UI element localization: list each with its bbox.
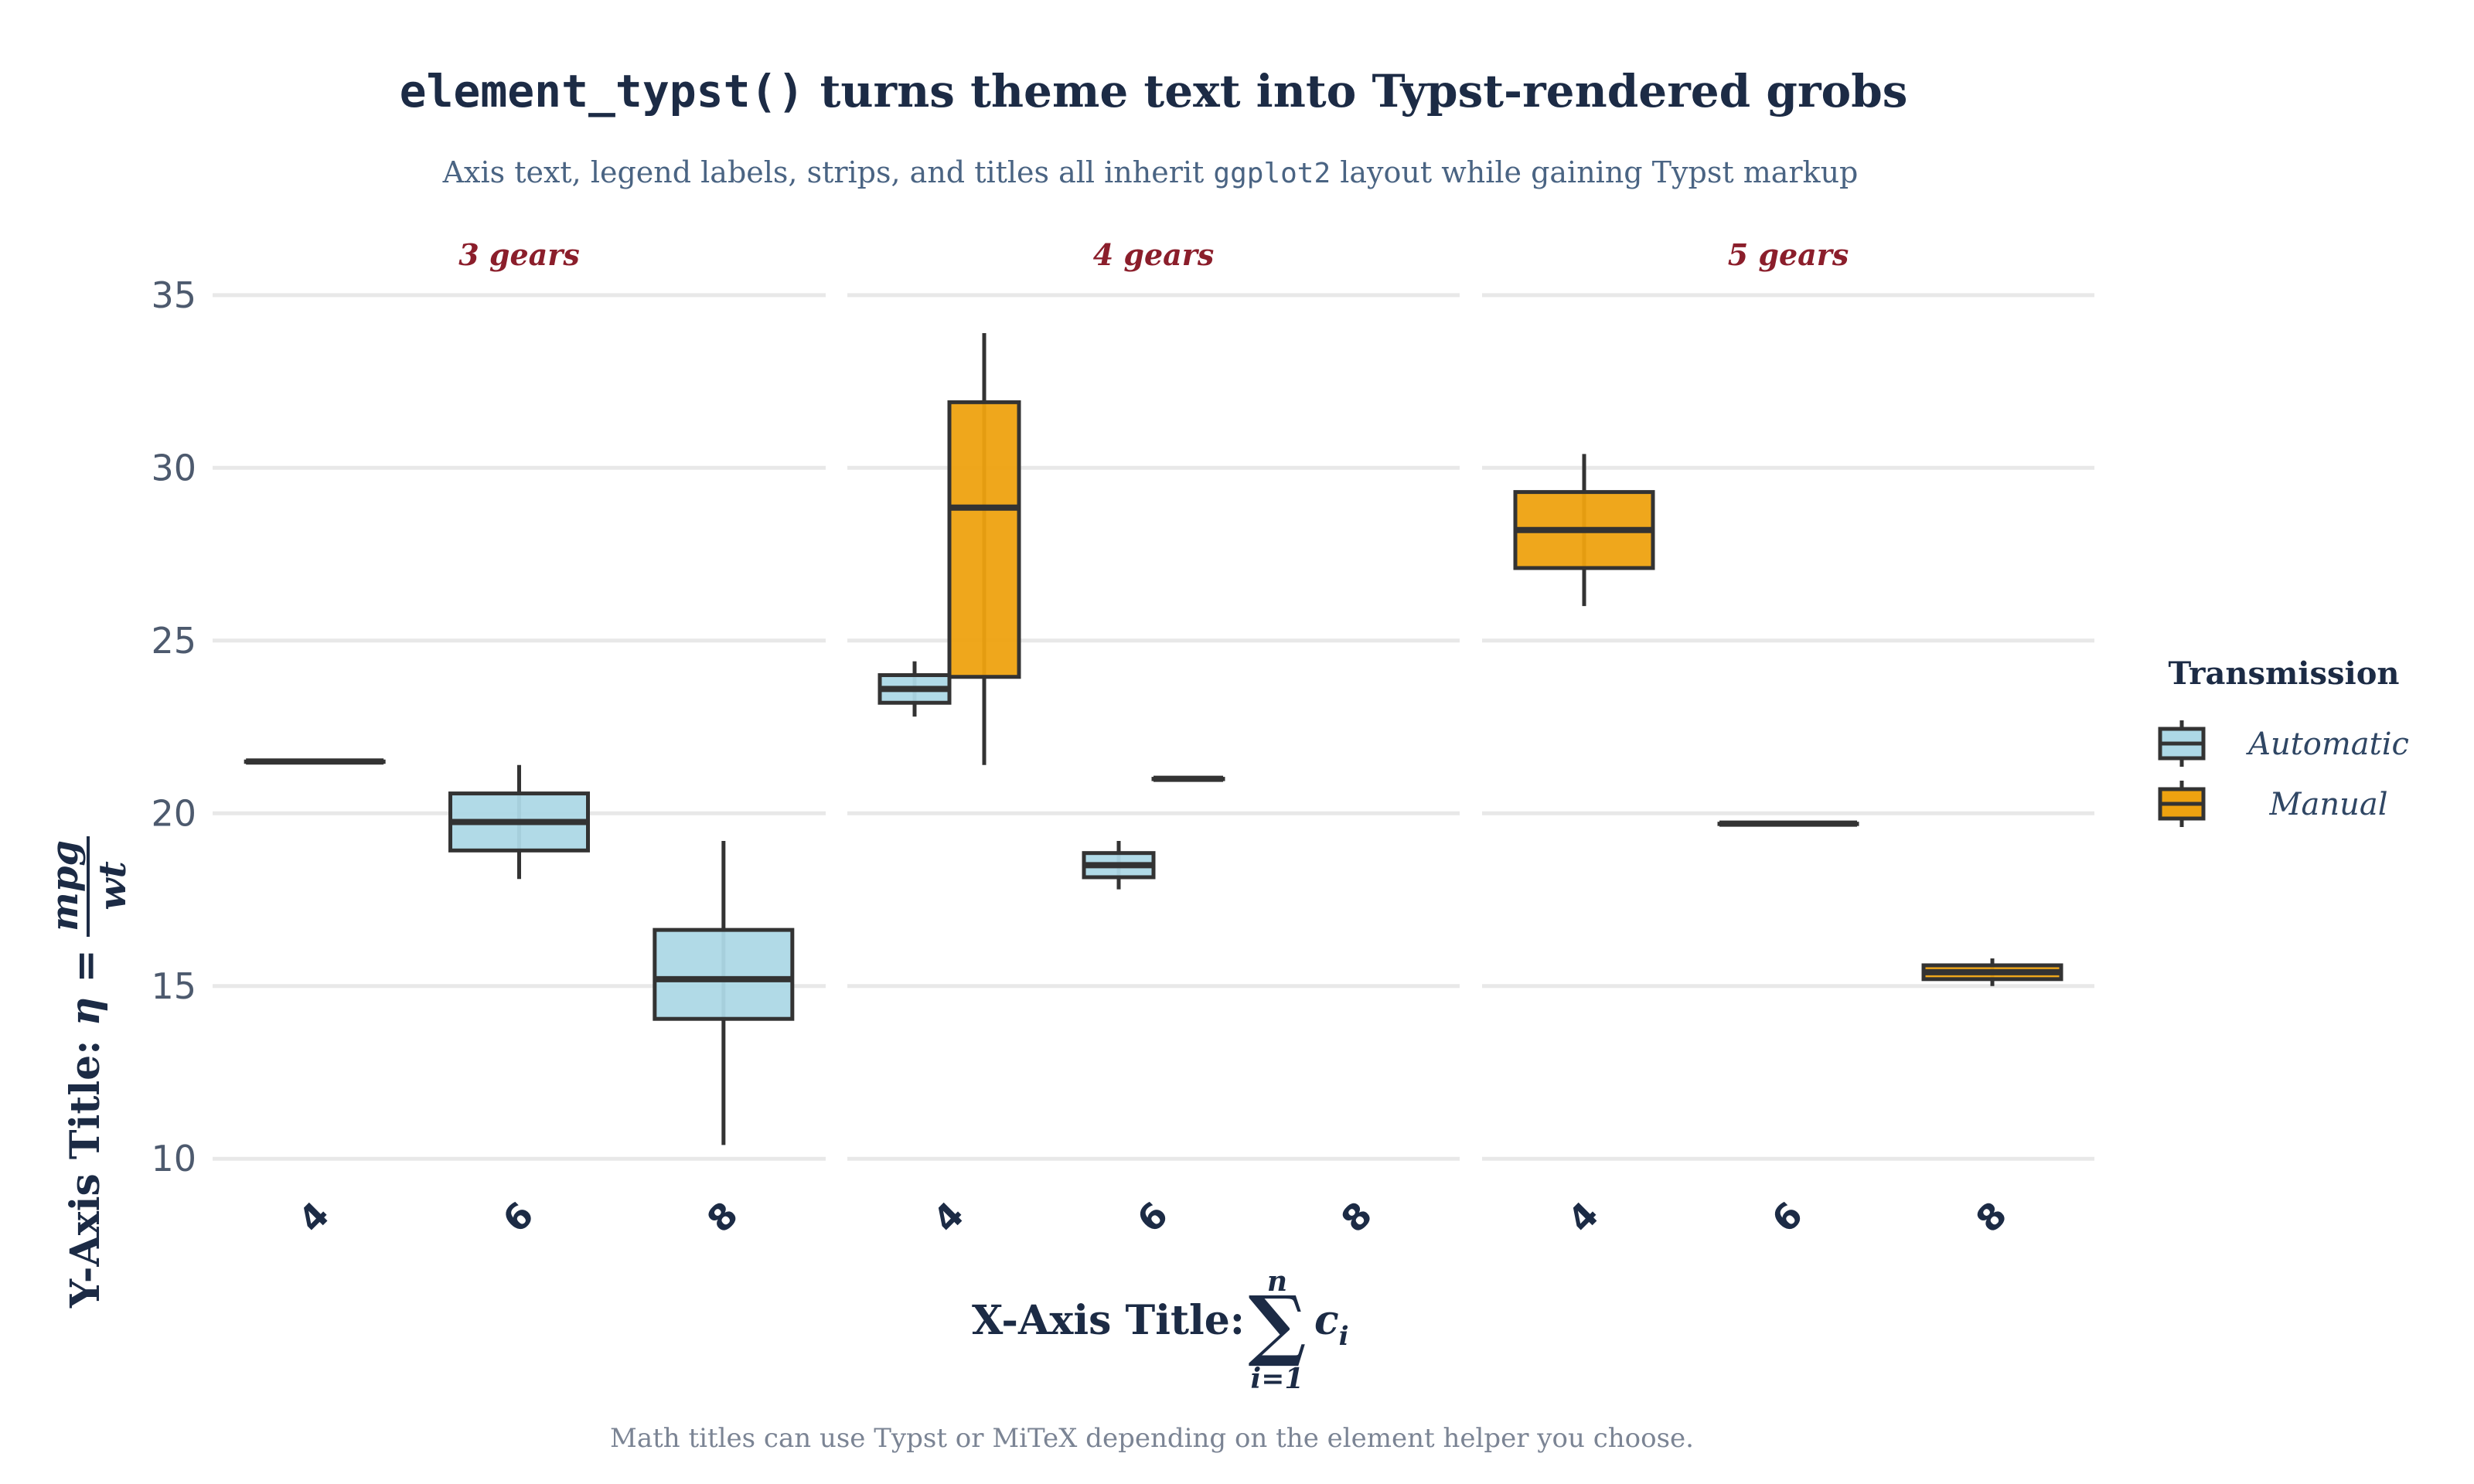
y-axis-frac-num: mpg bbox=[43, 840, 87, 931]
plot-panels: 3 gears 4 6 8 4 gears 4 6 8 5 gears 4 6 8 bbox=[213, 237, 2094, 1241]
x-axis-title: X-Axis Title: n ∑ i=1 ci bbox=[972, 1265, 1349, 1395]
y-tick-label: 10 bbox=[151, 1138, 196, 1179]
y-tick-label: 35 bbox=[151, 274, 196, 316]
x-tick-label: 6 bbox=[495, 1193, 542, 1241]
chart-title-code: element_typst() bbox=[400, 65, 805, 117]
x-axis-sum-term-sub: i bbox=[1339, 1321, 1349, 1352]
legend: Transmission Automatic Manual bbox=[2158, 655, 2409, 827]
box-automatic bbox=[448, 764, 590, 880]
box-automatic bbox=[244, 758, 386, 765]
y-axis-frac-den: wt bbox=[91, 861, 135, 910]
x-axis-sum-symbol: ∑ bbox=[1248, 1278, 1306, 1370]
x-tick-label: 6 bbox=[1763, 1193, 1811, 1241]
y-axis-title-text: Y-Axis Title: bbox=[62, 1026, 109, 1309]
x-axis-title-text: X-Axis Title: bbox=[972, 1297, 1245, 1344]
box-automatic bbox=[877, 661, 952, 717]
chart-title-rest: turns theme text into Typst-rendered gro… bbox=[804, 65, 1907, 117]
facet-panel: 5 gears 4 6 8 bbox=[1482, 237, 2094, 1241]
x-axis-sum-upper: n bbox=[1267, 1265, 1287, 1298]
x-axis-sum-term-wrap: ci bbox=[1314, 1297, 1349, 1352]
y-tick-label: 25 bbox=[151, 620, 196, 662]
x-tick-label: 8 bbox=[1968, 1193, 2015, 1241]
facet-strip-label: 4 gears bbox=[1093, 237, 1214, 272]
x-tick-label: 4 bbox=[1559, 1193, 1607, 1241]
legend-title: Transmission bbox=[2169, 655, 2400, 692]
box-automatic bbox=[1082, 841, 1156, 890]
y-axis-title: Y-Axis Title: η = mpg wt bbox=[43, 836, 135, 1309]
legend-entry: Manual bbox=[2158, 781, 2388, 827]
facet-panel: 3 gears 4 6 8 bbox=[213, 237, 826, 1241]
box-iqr bbox=[653, 928, 795, 1021]
x-tick-label: 6 bbox=[1129, 1193, 1176, 1241]
x-tick-label: 8 bbox=[1333, 1193, 1380, 1241]
x-tick-label: 8 bbox=[699, 1193, 746, 1241]
y-axis-ticks: 10 15 20 25 30 35 bbox=[151, 274, 196, 1179]
subtitle-post: layout while gaining Typst markup bbox=[1331, 155, 1858, 189]
box-manual bbox=[1717, 820, 1859, 827]
box-manual bbox=[1151, 775, 1225, 782]
x-axis-sum-lower: i=1 bbox=[1251, 1363, 1304, 1395]
legend-label: Automatic bbox=[2245, 727, 2409, 762]
y-tick-label: 15 bbox=[151, 965, 196, 1007]
facet-strip-label: 3 gears bbox=[458, 237, 579, 272]
y-tick-label: 20 bbox=[151, 792, 196, 834]
box-manual bbox=[1513, 454, 1655, 607]
box-automatic bbox=[653, 841, 795, 1145]
legend-entry: Automatic bbox=[2158, 720, 2409, 767]
x-tick-label: 4 bbox=[925, 1193, 972, 1241]
x-tick-label: 4 bbox=[290, 1193, 337, 1241]
x-axis-sum-term: c bbox=[1314, 1297, 1339, 1344]
box-iqr bbox=[947, 400, 1021, 679]
facet-panel: 4 gears 4 6 8 bbox=[847, 237, 1460, 1241]
y-tick-label: 30 bbox=[151, 447, 196, 488]
box-manual bbox=[947, 332, 1021, 765]
subtitle-code: ggplot2 bbox=[1213, 158, 1331, 189]
chart-title: element_typst() turns theme text into Ty… bbox=[400, 65, 1908, 117]
legend-label: Manual bbox=[2269, 787, 2388, 822]
chart-subtitle: Axis text, legend labels, strips, and ti… bbox=[442, 155, 1859, 189]
facet-strip-label: 5 gears bbox=[1728, 237, 1849, 272]
subtitle-pre: Axis text, legend labels, strips, and ti… bbox=[442, 155, 1214, 189]
svg-text:Y-Axis Title: η =: Y-Axis Title: η = bbox=[62, 949, 109, 1309]
chart-caption: Math titles can use Typst or MiTeX depen… bbox=[610, 1423, 1694, 1454]
y-axis-title-math: η = bbox=[62, 949, 109, 1026]
box-manual bbox=[1921, 958, 2063, 986]
